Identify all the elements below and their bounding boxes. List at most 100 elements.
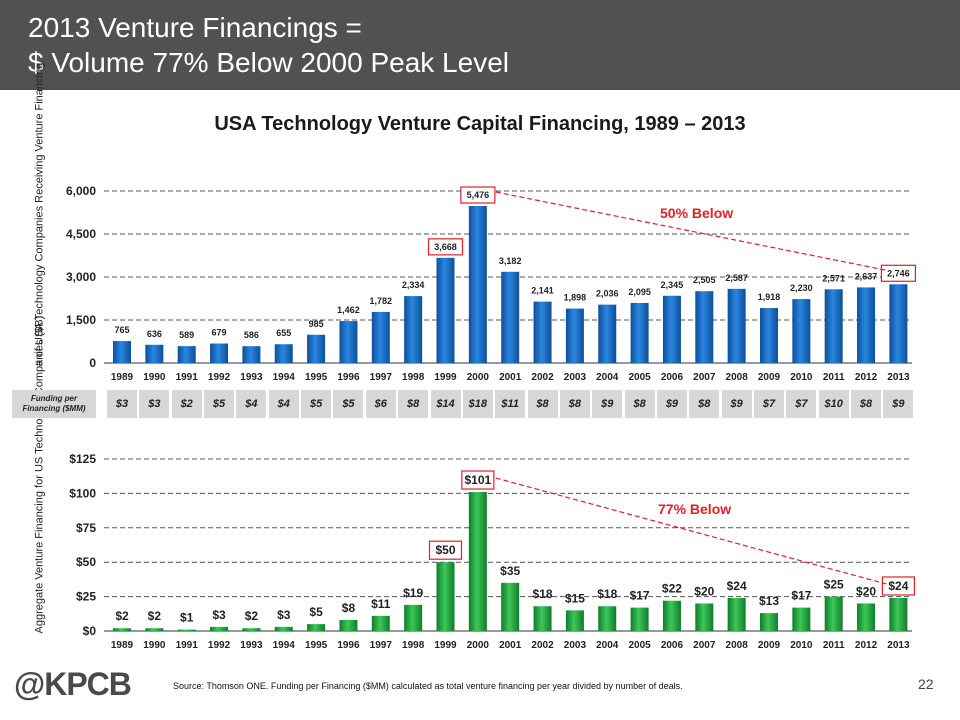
top-bar	[339, 321, 358, 363]
top-data-label: 3,182	[499, 256, 522, 266]
top-xtick-label: 1992	[208, 372, 231, 383]
top-data-label: 1,898	[564, 293, 587, 303]
top-data-label: 679	[212, 328, 227, 338]
top-data-label: 5,476	[467, 190, 490, 200]
top-ytick-label: 0	[89, 356, 96, 370]
top-data-label: 1,462	[337, 305, 360, 315]
bottom-data-label: $2	[245, 609, 259, 623]
top-xtick-label: 2013	[887, 372, 910, 383]
top-data-label: 2,587	[725, 273, 748, 283]
top-bar	[630, 302, 649, 363]
top-data-label: 589	[179, 330, 194, 340]
top-data-label: 2,637	[855, 271, 878, 281]
bottom-data-label: $2	[115, 609, 129, 623]
bottom-ytick-label: $0	[83, 624, 97, 638]
funding-cell: $4	[236, 390, 267, 418]
funding-cell: $7	[754, 390, 784, 418]
bottom-data-label: $24	[727, 579, 747, 593]
top-data-label: 2,571	[822, 273, 845, 283]
bottom-xtick-label: 2012	[855, 640, 878, 651]
top-data-label: 655	[276, 328, 291, 338]
top-bar	[501, 271, 520, 363]
funding-cell: $2	[171, 390, 202, 418]
top-xtick-label: 2002	[531, 372, 554, 383]
bottom-data-label: $50	[435, 543, 455, 557]
bottom-xtick-label: 2008	[726, 640, 749, 651]
bottom-bar	[274, 626, 293, 631]
bottom-data-label: $2	[148, 609, 162, 623]
top-xtick-label: 2012	[855, 372, 878, 383]
top-xtick-label: 2005	[628, 372, 651, 383]
funding-cell: $8	[851, 390, 882, 418]
bottom-highlight-box	[461, 470, 495, 490]
funding-cell: $8	[527, 390, 558, 418]
top-bar	[177, 346, 196, 363]
funding-cell: $10	[818, 390, 849, 418]
bottom-ytick-label: $75	[76, 521, 96, 535]
top-bar	[371, 311, 390, 363]
top-data-label: 1,918	[758, 292, 781, 302]
funding-cell: $18	[462, 390, 493, 418]
bottom-bar	[501, 582, 520, 631]
bottom-data-label: $19	[403, 586, 423, 600]
bottom-data-label: $35	[500, 564, 520, 578]
source-note: Source: Thomson ONE. Funding per Financi…	[173, 681, 683, 691]
top-xtick-label: 1999	[434, 372, 457, 383]
top-xtick-label: 2009	[758, 372, 781, 383]
chart-title: USA Technology Venture Capital Financing…	[214, 113, 746, 135]
top-xtick-label: 2010	[790, 372, 813, 383]
bottom-ytick-label: $50	[76, 555, 96, 569]
top-bar	[565, 308, 584, 363]
bottom-data-label: $18	[533, 587, 553, 601]
top-bar	[662, 295, 681, 363]
top-bar	[404, 296, 423, 363]
slide-title-line1: 2013 Venture Financings =	[28, 12, 362, 43]
top-xtick-label: 2008	[726, 372, 749, 383]
top-bar	[307, 334, 326, 363]
bottom-bar	[113, 628, 131, 631]
bottom-annotation: 77% Below	[658, 501, 731, 517]
bottom-bar	[792, 607, 811, 631]
bottom-xtick-label: 2011	[823, 640, 845, 651]
bottom-bar	[404, 604, 423, 631]
bottom-data-label: $20	[694, 584, 714, 598]
bottom-xtick-label: 2003	[564, 640, 587, 651]
bottom-bar	[695, 603, 714, 631]
bottom-bar	[824, 596, 843, 631]
funding-cell: $8	[559, 390, 590, 418]
bottom-bar	[436, 562, 455, 631]
bottom-data-label: $22	[662, 582, 682, 596]
top-data-label: 985	[309, 319, 324, 329]
top-data-label: 586	[244, 330, 259, 340]
bottom-xtick-label: 1999	[434, 640, 457, 651]
bottom-bar	[889, 597, 908, 631]
bottom-data-label: $18	[597, 587, 617, 601]
bottom-xtick-label: 2009	[758, 640, 781, 651]
top-annotation: 50% Below	[660, 205, 733, 221]
top-ytick-label: 6,000	[66, 184, 96, 198]
bottom-xtick-label: 1993	[240, 640, 263, 651]
top-data-label: 3,668	[434, 242, 457, 252]
top-xtick-label: 2006	[661, 372, 684, 383]
funding-cell: $9	[592, 390, 623, 418]
funding-cell: $8	[398, 390, 429, 418]
top-ytick-label: 4,500	[66, 227, 96, 241]
bottom-xtick-label: 1990	[143, 640, 166, 651]
bottom-data-label: $3	[277, 608, 291, 622]
top-xtick-label: 1995	[305, 372, 328, 383]
bottom-data-label: $5	[309, 605, 323, 619]
top-data-label: 2,095	[628, 287, 651, 297]
bottom-xtick-label: 1998	[402, 640, 425, 651]
bottom-xtick-label: 1995	[305, 640, 328, 651]
bottom-trend-line	[495, 477, 887, 585]
funding-cell: $6	[365, 390, 396, 418]
bottom-xtick-label: 2002	[531, 640, 554, 651]
bottom-ytick-label: $25	[76, 590, 96, 604]
bottom-bar	[468, 492, 487, 631]
top-xtick-label: 1993	[240, 372, 263, 383]
bottom-data-label: $1	[180, 611, 194, 625]
top-bar	[857, 287, 876, 363]
top-trend-line	[495, 191, 887, 271]
top-highlight-box	[427, 238, 464, 256]
